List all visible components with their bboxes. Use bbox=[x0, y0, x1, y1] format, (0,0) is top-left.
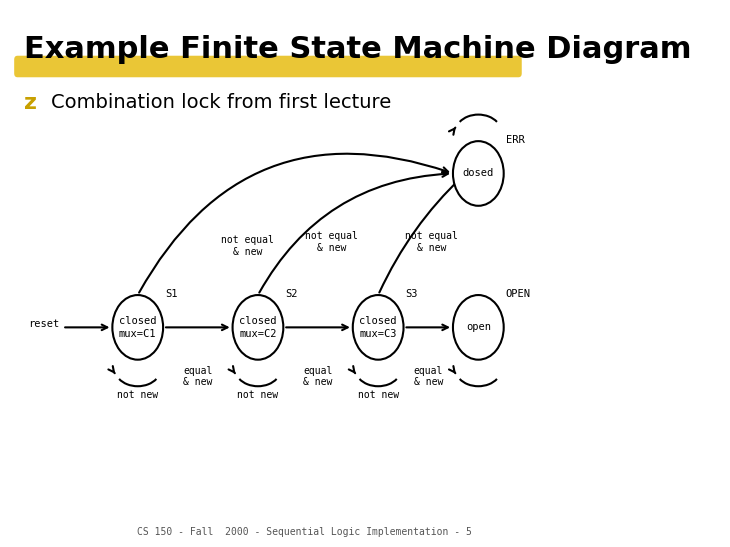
Text: ERR: ERR bbox=[506, 135, 524, 145]
Text: S3: S3 bbox=[406, 289, 418, 299]
Text: not equal
& new: not equal & new bbox=[305, 231, 358, 253]
Text: not new: not new bbox=[358, 391, 399, 400]
Text: S1: S1 bbox=[165, 289, 177, 299]
Ellipse shape bbox=[453, 141, 504, 206]
Text: Combination lock from first lecture: Combination lock from first lecture bbox=[51, 92, 391, 112]
FancyBboxPatch shape bbox=[14, 56, 522, 77]
Text: closed
mux=C2: closed mux=C2 bbox=[239, 316, 277, 339]
Ellipse shape bbox=[233, 295, 283, 360]
Text: not new: not new bbox=[118, 391, 158, 400]
Text: S2: S2 bbox=[285, 289, 298, 299]
Text: equal
& new: equal & new bbox=[183, 366, 212, 387]
Ellipse shape bbox=[353, 295, 404, 360]
Text: not new: not new bbox=[237, 391, 279, 400]
Text: dosed: dosed bbox=[463, 168, 494, 178]
Text: closed
mux=C1: closed mux=C1 bbox=[119, 316, 156, 339]
Ellipse shape bbox=[453, 295, 504, 360]
Text: equal
& new: equal & new bbox=[304, 366, 333, 387]
Text: not equal
& new: not equal & new bbox=[221, 235, 274, 257]
Text: Example Finite State Machine Diagram: Example Finite State Machine Diagram bbox=[24, 35, 692, 64]
Text: not equal
& new: not equal & new bbox=[405, 231, 458, 253]
Text: open: open bbox=[466, 322, 491, 333]
Text: OPEN: OPEN bbox=[506, 289, 531, 299]
Text: CS 150 - Fall  2000 - Sequential Logic Implementation - 5: CS 150 - Fall 2000 - Sequential Logic Im… bbox=[137, 527, 472, 537]
Text: closed
mux=C3: closed mux=C3 bbox=[359, 316, 397, 339]
Text: equal
& new: equal & new bbox=[414, 366, 443, 387]
Ellipse shape bbox=[112, 295, 163, 360]
Text: reset: reset bbox=[28, 318, 59, 329]
Text: z: z bbox=[24, 92, 37, 113]
